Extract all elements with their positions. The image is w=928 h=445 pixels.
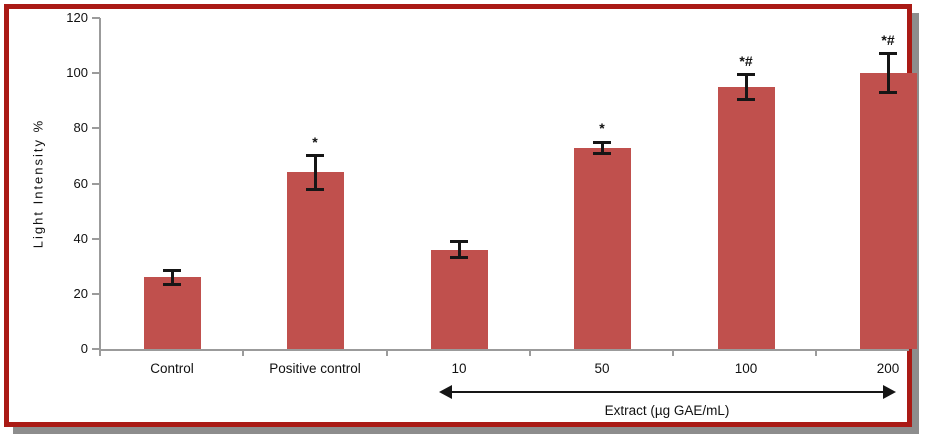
- y-tick-mark: [92, 182, 100, 185]
- error-bar: [313, 155, 317, 190]
- error-bar-cap: [593, 140, 611, 144]
- error-bar-cap: [737, 97, 755, 101]
- error-bar-cap: [450, 239, 468, 243]
- y-tick-label: 40: [73, 230, 88, 246]
- y-tick-mark: [92, 348, 100, 350]
- extract-group-label: Extract (µg GAE/mL): [604, 403, 730, 418]
- error-bar: [170, 270, 174, 285]
- x-category-label: 100: [734, 361, 758, 376]
- significance-marker: *#: [881, 31, 895, 48]
- y-tick-mark: [92, 292, 100, 295]
- x-category-label: 200: [876, 361, 900, 376]
- significance-marker: *: [599, 120, 605, 137]
- y-tick-mark: [92, 72, 100, 75]
- error-bar: [457, 241, 461, 258]
- error-bar-cap: [593, 151, 611, 155]
- error-bar: [744, 74, 748, 100]
- error-bar-cap: [879, 52, 897, 56]
- x-axis-line: [99, 349, 909, 351]
- x-category-label: 50: [594, 361, 610, 376]
- y-tick-mark: [92, 127, 100, 130]
- bar-100: [717, 86, 775, 349]
- bar-10: [430, 249, 488, 349]
- error-bar: [886, 53, 890, 93]
- x-tick-mark: [385, 349, 388, 356]
- x-tick-mark: [242, 349, 245, 356]
- extract-range-arrow: [451, 391, 883, 393]
- y-tick-mark: [92, 237, 100, 240]
- x-tick-mark: [815, 349, 818, 356]
- error-bar-cap: [163, 268, 181, 272]
- error-bar-cap: [450, 256, 468, 260]
- y-axis-line: [99, 18, 101, 352]
- bar-50: [573, 147, 631, 349]
- significance-marker: *: [312, 133, 318, 150]
- bar-200: [859, 73, 917, 349]
- y-tick-label: 80: [73, 120, 88, 136]
- y-tick-label: 100: [66, 65, 88, 81]
- error-bar-cap: [306, 187, 324, 191]
- y-tick-mark: [92, 17, 100, 20]
- error-bar-cap: [306, 154, 324, 158]
- error-bar-cap: [737, 73, 755, 77]
- x-tick-mark: [99, 349, 101, 356]
- error-bar-cap: [163, 282, 181, 286]
- x-category-label: Control: [150, 361, 194, 376]
- bar-control: [143, 277, 201, 349]
- arrow-right-head-icon: [883, 385, 896, 399]
- error-bar: [600, 142, 604, 154]
- y-tick-label: 20: [73, 285, 88, 301]
- arrow-left-head-icon: [439, 385, 452, 399]
- y-axis-title: Light Intensity %: [30, 118, 46, 249]
- bar-positive-control: [286, 172, 344, 349]
- y-tick-label: 0: [80, 341, 88, 356]
- y-tick-label: 120: [66, 10, 88, 26]
- y-tick-label: 60: [73, 175, 88, 191]
- x-tick-mark: [528, 349, 531, 356]
- x-category-label: 10: [451, 361, 467, 376]
- significance-marker: *#: [739, 52, 753, 69]
- error-bar-cap: [879, 91, 897, 94]
- x-tick-mark: [672, 349, 674, 356]
- x-category-label: Positive control: [269, 361, 361, 376]
